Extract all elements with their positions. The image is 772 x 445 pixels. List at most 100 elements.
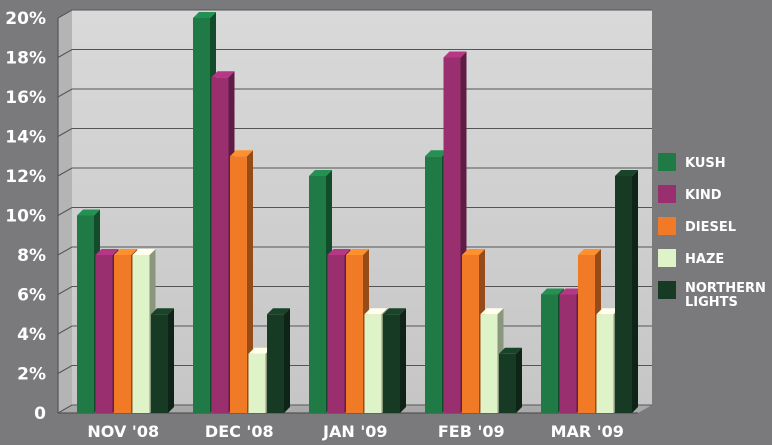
legend-swatch: [658, 281, 676, 299]
y-axis: 0 2% 4% 6% 8% 10% 12% 14% 16% 18% 20%: [5, 9, 46, 424]
bar-front: [346, 255, 363, 413]
x-tick-label: JAN '09: [322, 422, 387, 441]
bar-front: [364, 314, 382, 413]
legend-swatch: [658, 217, 676, 235]
bar-top: [132, 249, 156, 255]
bar-side: [632, 170, 638, 413]
bar: [383, 308, 406, 413]
bar-top: [559, 288, 583, 295]
bar-top: [95, 249, 119, 255]
x-axis: NOV '08 DEC '08 JAN '09 FEB '09 MAR '09: [87, 422, 624, 441]
bar-front: [193, 18, 210, 413]
bar-side: [516, 347, 522, 413]
y-tick-label: 10%: [5, 207, 46, 227]
bar-top: [327, 249, 351, 255]
bar: [151, 308, 174, 413]
y-tick-label: 12%: [5, 167, 46, 187]
bar-top: [267, 308, 290, 315]
legend-swatch: [658, 153, 676, 171]
bar-top: [151, 308, 174, 315]
legend-item: HAZE: [658, 249, 724, 267]
gridline: [57, 9, 652, 19]
legend-swatch: [658, 185, 676, 203]
bar-front: [309, 176, 326, 413]
y-tick-label: 6%: [17, 286, 46, 306]
bar-top: [578, 249, 601, 255]
y-tick-label: 18%: [5, 49, 46, 69]
bar-front: [480, 314, 498, 413]
bar-front: [327, 255, 345, 413]
y-tick-label: 8%: [17, 246, 46, 266]
bar-side: [284, 308, 290, 413]
bar-top: [443, 51, 467, 58]
y-tick-label: 0: [34, 404, 46, 424]
bar-top: [193, 12, 216, 18]
bar-top: [77, 209, 100, 216]
x-tick-label: MAR '09: [551, 422, 624, 441]
bar-front: [132, 255, 150, 413]
y-tick-label: 14%: [5, 128, 46, 148]
bar-front: [499, 353, 516, 413]
legend-item: KIND: [658, 185, 722, 203]
x-tick-label: FEB '09: [438, 422, 505, 441]
bar-top: [425, 150, 448, 157]
bar-front: [267, 314, 284, 413]
bar-front: [151, 314, 168, 413]
bar-front: [615, 176, 632, 413]
bar-top: [596, 308, 620, 315]
bar-top: [615, 170, 638, 176]
bar-front: [462, 255, 479, 413]
bar-top: [383, 308, 406, 315]
legend-item: KUSH: [658, 153, 726, 171]
bar-front: [541, 294, 558, 413]
bars: [77, 12, 638, 413]
bar-side: [247, 150, 253, 413]
bar-top: [309, 170, 332, 176]
x-tick-label: NOV '08: [87, 422, 159, 441]
x-tick-label: DEC '08: [205, 422, 274, 441]
bar-top: [230, 150, 253, 157]
bar-side: [400, 308, 406, 413]
legend-label: KUSH: [685, 156, 726, 171]
legend-label: DIESEL: [685, 220, 736, 235]
bar-top: [364, 308, 388, 315]
bar: [230, 150, 253, 413]
bar: [615, 170, 638, 413]
legend-label: KIND: [685, 188, 722, 203]
y-tick-label: 16%: [5, 88, 46, 108]
bar-front: [95, 255, 113, 413]
bar-top: [248, 347, 272, 354]
bar-front: [443, 57, 461, 413]
bar-front: [114, 255, 131, 413]
bar-side: [168, 308, 174, 413]
bar-front: [559, 294, 577, 413]
legend-item: DIESEL: [658, 217, 736, 235]
legend-swatch: [658, 249, 676, 267]
bar-top: [499, 347, 522, 354]
y-tick-label: 2%: [17, 365, 46, 385]
gridline: [57, 48, 652, 58]
y-tick-label: 20%: [5, 9, 46, 29]
bar-front: [596, 314, 614, 413]
bar-top: [541, 288, 564, 295]
bar-top: [211, 71, 235, 78]
bar: [499, 347, 522, 413]
bar-front: [578, 255, 595, 413]
bar-front: [248, 353, 266, 413]
bar: [267, 308, 290, 413]
legend-label: HAZE: [685, 252, 724, 267]
bar-top: [114, 249, 137, 255]
bar-front: [77, 215, 94, 413]
y-tick-label: 4%: [17, 325, 46, 345]
bar-top: [346, 249, 369, 255]
bar-top: [462, 249, 485, 255]
bar-front: [383, 314, 400, 413]
legend-label: NORTHERN: [685, 281, 766, 296]
bar-front: [425, 156, 442, 413]
bar-front: [230, 156, 247, 413]
legend-label: LIGHTS: [685, 295, 738, 310]
